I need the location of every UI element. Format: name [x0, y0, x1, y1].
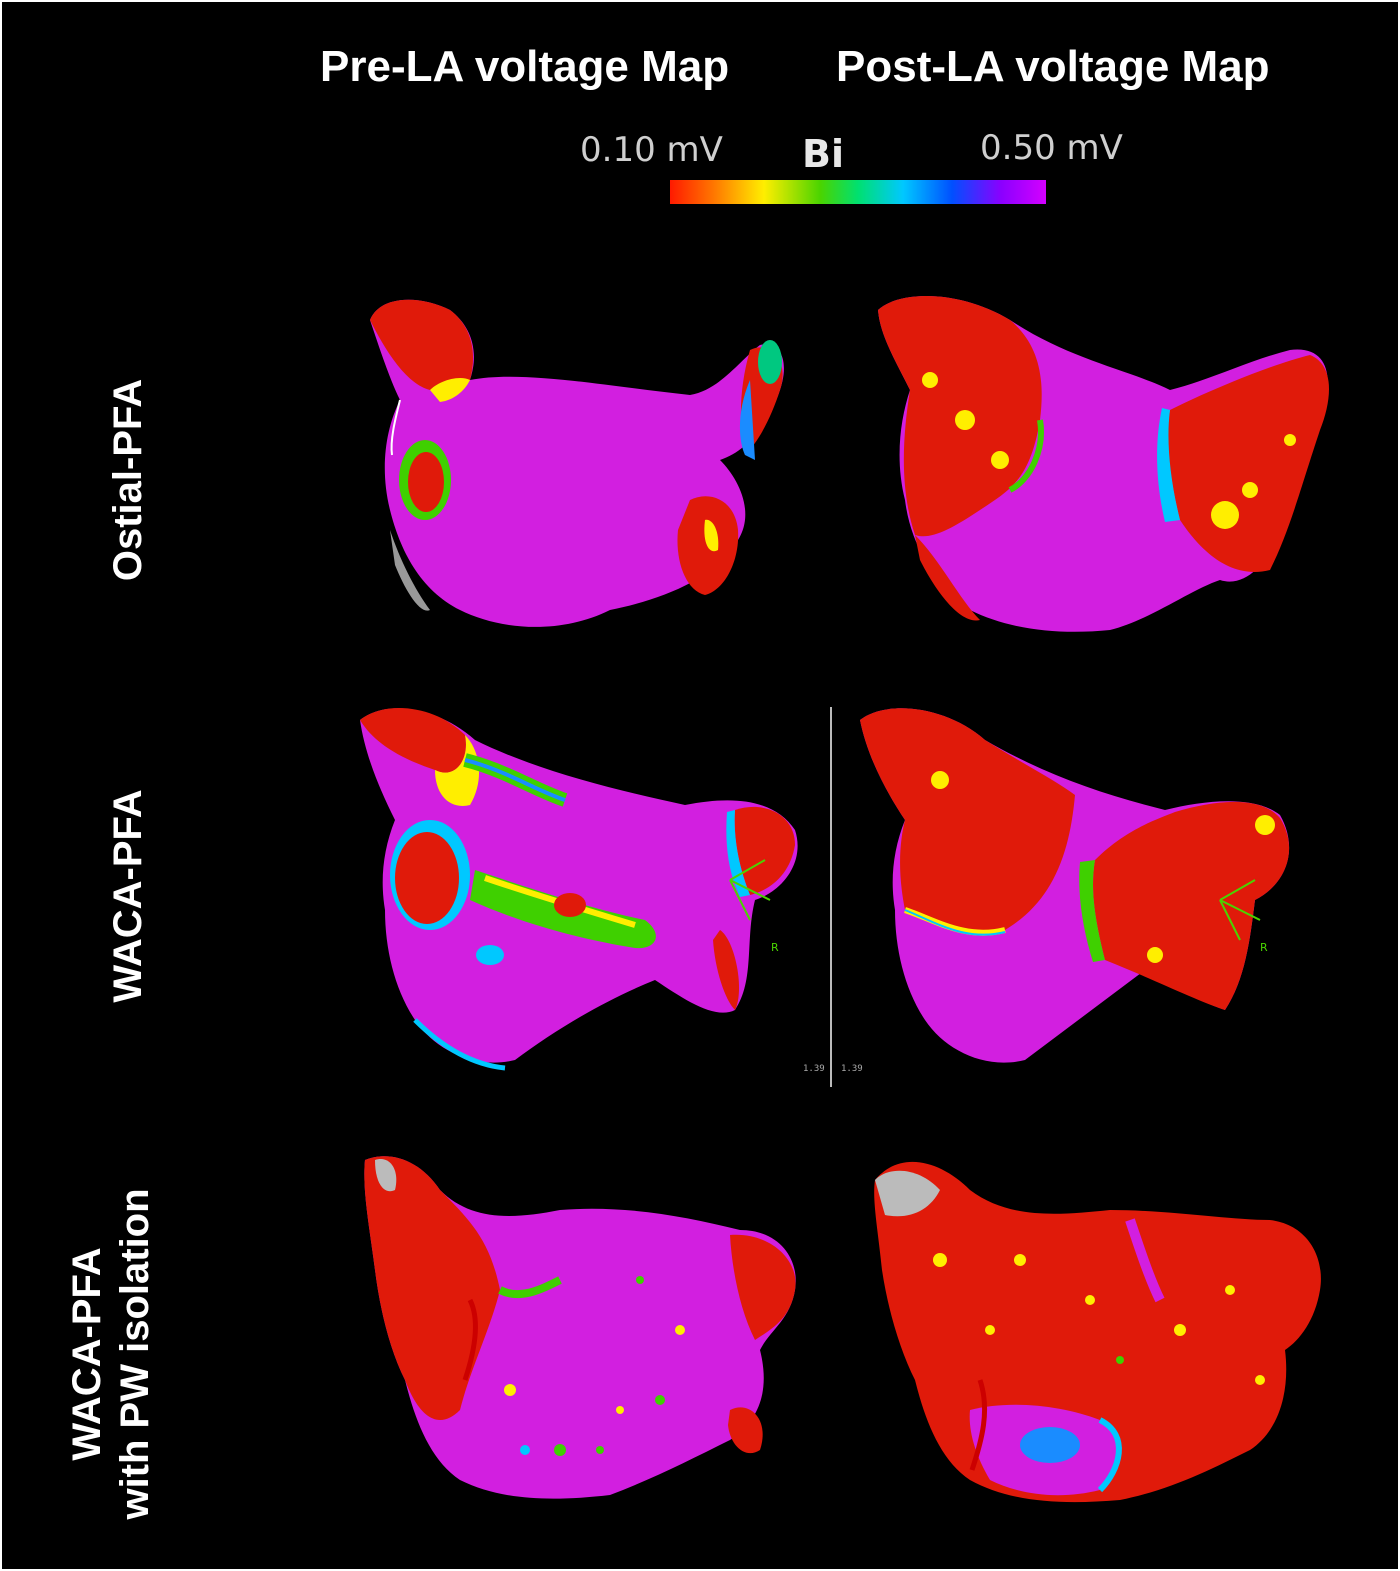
waca-pw-post-map — [874, 1161, 1321, 1503]
row-label-waca-pw: WACA-PFA with PW isolation — [65, 1188, 157, 1520]
post-map-header: Post-LA voltage Map — [836, 42, 1270, 91]
waca-post-map — [860, 708, 1290, 1063]
panel-divider — [830, 707, 832, 1087]
waca-pre-map — [360, 708, 798, 1071]
row-label-ostial: Ostial-PFA — [106, 378, 150, 582]
row-label-waca: WACA-PFA — [106, 789, 150, 1003]
ostial-pre-map — [370, 299, 784, 627]
scale-min-label: 0.10 mV — [580, 130, 723, 170]
scale-max-label: 0.50 mV — [980, 128, 1123, 168]
waca-pw-pre-map — [364, 1156, 796, 1499]
ostial-post-map — [878, 296, 1330, 632]
voltage-color-scale — [670, 180, 1046, 204]
pre-map-header: Pre-LA voltage Map — [320, 42, 730, 91]
readout-right: 1.39 — [841, 1064, 863, 1074]
readout-left: 1.39 — [803, 1064, 825, 1074]
axis-letter-left: R — [771, 941, 779, 954]
scale-mode-label: Bi — [802, 132, 844, 176]
axis-letter-right: R — [1260, 941, 1268, 954]
